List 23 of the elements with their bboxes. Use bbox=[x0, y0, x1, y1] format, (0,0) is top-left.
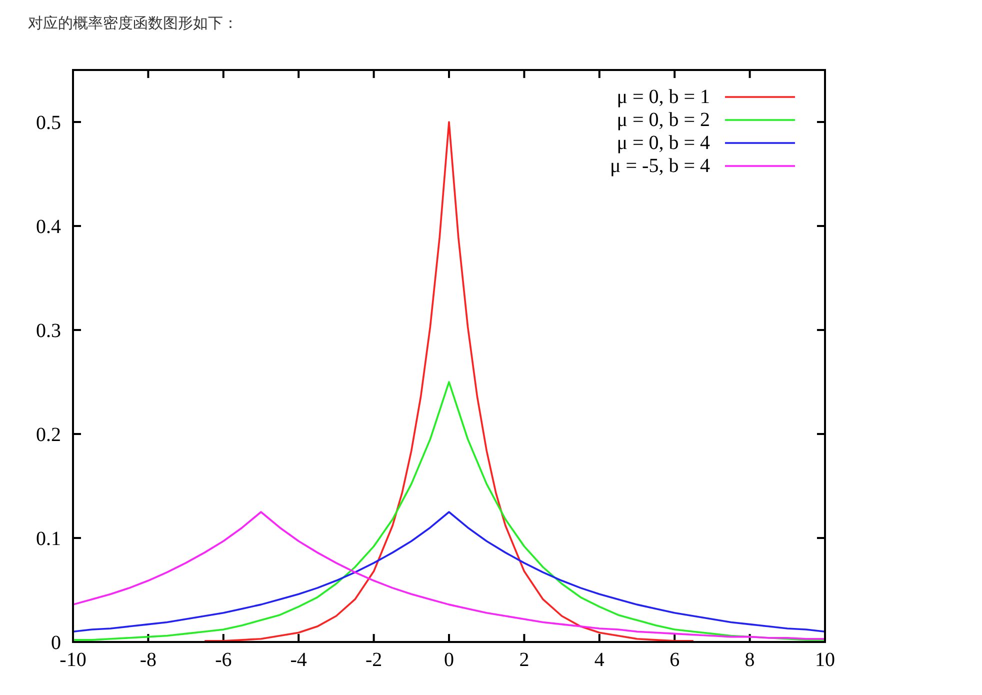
y-tick-label: 0 bbox=[51, 632, 61, 654]
y-tick-label: 0.3 bbox=[36, 320, 61, 342]
x-tick-label: -2 bbox=[365, 649, 382, 671]
x-tick-label: 0 bbox=[444, 649, 454, 671]
y-tick-label: 0.5 bbox=[36, 112, 61, 134]
x-tick-label: 4 bbox=[594, 649, 604, 671]
x-tick-label: 2 bbox=[519, 649, 530, 671]
legend-label: μ = -5, b = 4 bbox=[610, 155, 710, 177]
y-tick-label: 0.1 bbox=[36, 528, 61, 550]
x-tick-label: -10 bbox=[60, 649, 86, 671]
x-tick-label: -8 bbox=[140, 649, 157, 671]
y-tick-label: 0.4 bbox=[36, 216, 61, 238]
y-tick-label: 0.2 bbox=[36, 424, 61, 446]
x-tick-label: 6 bbox=[670, 649, 680, 671]
legend-label: μ = 0, b = 4 bbox=[616, 132, 710, 154]
line-series bbox=[72, 381, 826, 641]
x-tick-label: 8 bbox=[744, 649, 755, 671]
x-tick-label: -6 bbox=[215, 649, 232, 671]
legend-label: μ = 0, b = 2 bbox=[616, 109, 710, 131]
x-tick-label: -4 bbox=[290, 649, 307, 671]
chart-title: 对应的概率密度函数图形如下： bbox=[28, 15, 238, 32]
x-tick-label: 10 bbox=[815, 649, 835, 671]
legend-label: μ = 0, b = 1 bbox=[616, 86, 710, 108]
